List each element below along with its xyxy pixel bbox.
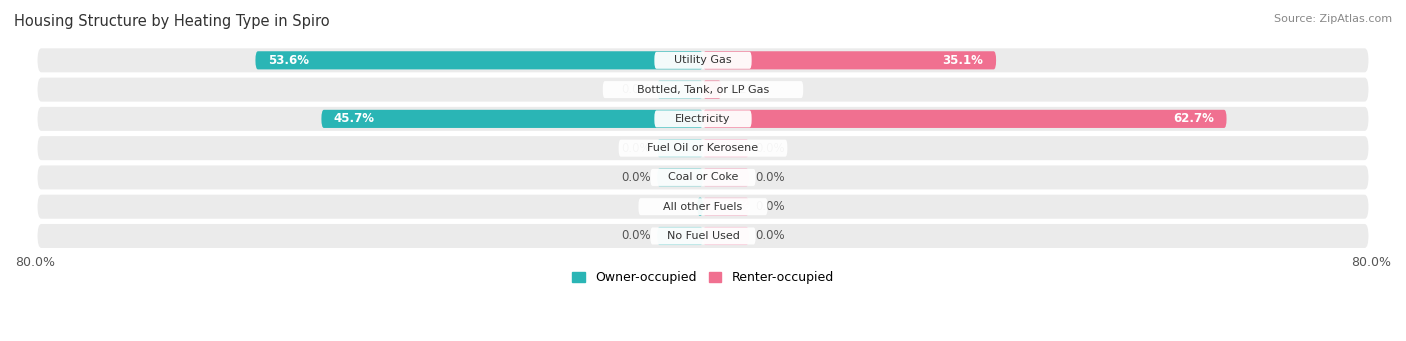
- FancyBboxPatch shape: [38, 165, 1368, 190]
- Text: 35.1%: 35.1%: [942, 54, 984, 67]
- Text: 0.69%: 0.69%: [710, 200, 751, 213]
- FancyBboxPatch shape: [703, 168, 749, 187]
- Text: Electricity: Electricity: [675, 114, 731, 124]
- FancyBboxPatch shape: [619, 140, 787, 157]
- Text: 0.0%: 0.0%: [621, 83, 651, 96]
- FancyBboxPatch shape: [38, 78, 1368, 102]
- Text: Utility Gas: Utility Gas: [675, 55, 731, 65]
- FancyBboxPatch shape: [322, 110, 703, 128]
- FancyBboxPatch shape: [657, 80, 703, 99]
- FancyBboxPatch shape: [703, 110, 1226, 128]
- Text: All other Fuels: All other Fuels: [664, 202, 742, 212]
- FancyBboxPatch shape: [703, 80, 721, 99]
- FancyBboxPatch shape: [654, 110, 752, 128]
- FancyBboxPatch shape: [38, 48, 1368, 72]
- Text: 0.0%: 0.0%: [621, 229, 651, 242]
- Text: 0.0%: 0.0%: [755, 171, 785, 184]
- FancyBboxPatch shape: [657, 168, 703, 187]
- FancyBboxPatch shape: [654, 52, 752, 69]
- FancyBboxPatch shape: [703, 139, 749, 157]
- FancyBboxPatch shape: [256, 51, 703, 70]
- Text: Bottled, Tank, or LP Gas: Bottled, Tank, or LP Gas: [637, 85, 769, 94]
- FancyBboxPatch shape: [703, 51, 995, 70]
- Text: Fuel Oil or Kerosene: Fuel Oil or Kerosene: [647, 143, 759, 153]
- Text: Source: ZipAtlas.com: Source: ZipAtlas.com: [1274, 14, 1392, 24]
- FancyBboxPatch shape: [38, 195, 1368, 219]
- FancyBboxPatch shape: [657, 227, 703, 245]
- FancyBboxPatch shape: [38, 136, 1368, 160]
- Text: No Fuel Used: No Fuel Used: [666, 231, 740, 241]
- FancyBboxPatch shape: [651, 169, 755, 186]
- Text: 2.2%: 2.2%: [728, 83, 758, 96]
- Text: 0.0%: 0.0%: [755, 229, 785, 242]
- FancyBboxPatch shape: [703, 227, 749, 245]
- Text: 62.7%: 62.7%: [1173, 113, 1213, 125]
- FancyBboxPatch shape: [657, 139, 703, 157]
- Text: 0.0%: 0.0%: [755, 142, 785, 155]
- FancyBboxPatch shape: [603, 81, 803, 98]
- FancyBboxPatch shape: [703, 198, 749, 216]
- Text: Housing Structure by Heating Type in Spiro: Housing Structure by Heating Type in Spi…: [14, 14, 329, 29]
- FancyBboxPatch shape: [697, 198, 703, 216]
- Text: 53.6%: 53.6%: [269, 54, 309, 67]
- Text: 0.0%: 0.0%: [621, 142, 651, 155]
- Text: 45.7%: 45.7%: [335, 113, 375, 125]
- Legend: Owner-occupied, Renter-occupied: Owner-occupied, Renter-occupied: [568, 266, 838, 290]
- FancyBboxPatch shape: [651, 227, 755, 244]
- Text: Coal or Coke: Coal or Coke: [668, 173, 738, 182]
- Text: 0.0%: 0.0%: [755, 200, 785, 213]
- FancyBboxPatch shape: [638, 198, 768, 215]
- FancyBboxPatch shape: [38, 107, 1368, 131]
- Text: 0.0%: 0.0%: [621, 171, 651, 184]
- FancyBboxPatch shape: [38, 224, 1368, 248]
